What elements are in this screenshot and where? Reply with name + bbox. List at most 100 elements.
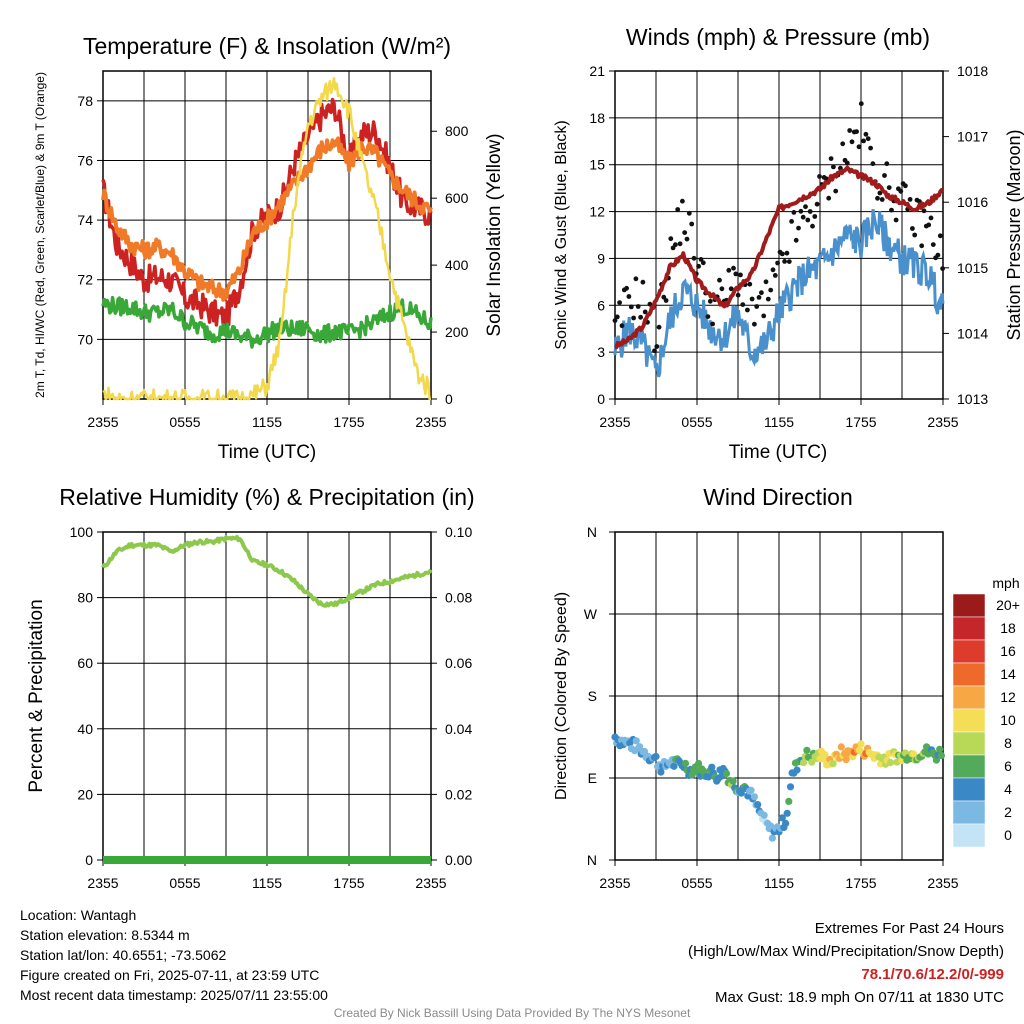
gust-point (638, 314, 643, 320)
winds-plot-area: 2355 0555 1155 1755 2355 0 3 6 9 12 15 18 21 1013 1014… (589, 63, 988, 430)
precipitation-y2-tick-label: 0.06 (445, 655, 472, 671)
winds-x-tick-label: 1755 (845, 414, 876, 430)
winds-y-label: Sonic Wind & Gust (Blue, Black) (553, 120, 570, 349)
gust-point (833, 188, 839, 194)
gust-point (768, 287, 774, 293)
gust-point (831, 164, 836, 170)
gust-point (937, 233, 943, 239)
wind-direction-point (729, 777, 737, 785)
wind-direction-point (695, 759, 703, 768)
extremes-values: 78.1/70.6/12.2/0/-999 (861, 966, 1004, 983)
winds-y-tick-label: 12 (589, 204, 605, 220)
gust-point (728, 286, 734, 292)
gust-point (614, 314, 620, 320)
gust-point (738, 272, 743, 278)
winds-panel-title: Winds (mph) & Pressure (mb) (626, 24, 930, 50)
gust-point (691, 255, 697, 261)
gust-point (928, 215, 934, 221)
gust-point (752, 321, 757, 327)
wind-direction-y-tick-label: E (588, 770, 597, 786)
wind-direction-point (657, 768, 665, 776)
gust-point (749, 296, 755, 302)
wind-direction-point (909, 750, 918, 758)
winds-x-tick-label: 0555 (681, 414, 712, 430)
temperature-panel: Temperature (F) & Insolation (W/m²) 2355… (33, 33, 505, 463)
gust-point (628, 304, 634, 310)
temperature-y-tick-label: 76 (77, 152, 93, 168)
gust-point (663, 298, 669, 303)
winds-panel: Winds (mph) & Pressure (mb) 2355 0555 1155… (553, 24, 1024, 463)
wind-direction-point (842, 756, 850, 764)
gust-point (791, 210, 797, 215)
insolation-y2-tick-label: 200 (445, 324, 469, 340)
gust-point (868, 145, 873, 151)
wind-direction-panel-title: Wind Direction (703, 484, 853, 510)
gust-point (789, 219, 794, 224)
temperature-series-line-1 (101, 136, 433, 302)
gust-point (817, 174, 822, 179)
wind-direction-point (857, 740, 865, 748)
gust-point (719, 286, 725, 292)
wind-direction-point (768, 834, 777, 842)
gust-point (796, 225, 801, 231)
gust-point (668, 236, 674, 242)
temperature-plot-area: 2355 0555 1155 1755 2355 70 72 74 76 78 0 200 400 600… (77, 70, 469, 430)
temperature-x-tick-label: 2355 (415, 414, 446, 430)
gust-point (865, 136, 871, 142)
gust-point (740, 302, 746, 307)
speed-legend-swatch (952, 777, 986, 802)
gust-point (858, 101, 864, 107)
speed-legend-label: 20+ (996, 597, 1020, 613)
gust-point (921, 208, 927, 214)
gust-point (770, 267, 776, 273)
gust-point (617, 300, 622, 305)
pressure-y2-tick-label: 1017 (957, 129, 988, 145)
speed-legend-label: 18 (1000, 620, 1016, 636)
temperature-x-tick-label: 1155 (252, 414, 282, 430)
gust-point (700, 260, 706, 266)
gust-point (705, 314, 711, 319)
wind-direction-point (782, 819, 790, 828)
wind-direction-point (750, 793, 759, 801)
location-text: Location: Wantagh (20, 907, 137, 923)
gust-point (784, 250, 790, 256)
gust-point (745, 307, 750, 313)
gust-point (847, 128, 853, 133)
humidity-x-tick-label: 2355 (415, 875, 446, 891)
winds-y-tick-label: 0 (597, 391, 605, 407)
precipitation-y2-tick-label: 0.02 (445, 786, 472, 802)
wind-direction-point (785, 797, 793, 806)
extremes-heading: Extremes For Past 24 Hours (814, 920, 1004, 937)
wind-direction-point (808, 758, 816, 766)
winds-y-tick-label: 3 (597, 344, 605, 360)
precipitation-y2-tick-label: 0.10 (445, 524, 472, 540)
temperature-x-tick-label: 2355 (87, 414, 118, 430)
gust-point (844, 160, 850, 166)
gust-point (930, 242, 936, 248)
gust-point (696, 263, 701, 269)
precipitation-y2-tick-label: 0.04 (445, 721, 472, 737)
humidity-y-tick-label: 100 (70, 524, 94, 540)
gust-point (910, 226, 915, 231)
humidity-x-tick-label: 0555 (169, 875, 200, 891)
humidity-panel: Relative Humidity (%) & Precipitation (i… (26, 484, 475, 891)
gust-point (863, 131, 869, 137)
speed-legend-label: 12 (1000, 689, 1016, 705)
gust-point (856, 144, 862, 150)
gust-point (877, 190, 883, 196)
humidity-x-tick-label: 2355 (87, 875, 118, 891)
gust-point (684, 236, 690, 242)
humidity-y-tick-label: 60 (77, 655, 93, 671)
humidity-panel-title: Relative Humidity (%) & Precipitation (i… (59, 484, 474, 510)
gust-point (840, 141, 846, 147)
winds-y-tick-label: 15 (589, 157, 605, 173)
wind-direction-y-tick-label: W (584, 606, 598, 622)
temperature-x-tick-label: 0555 (169, 414, 200, 430)
humidity-line (101, 534, 433, 608)
pressure-y2-tick-label: 1013 (957, 391, 988, 407)
wind-direction-x-tick-label: 0555 (681, 875, 712, 891)
gust-point (640, 279, 646, 285)
extremes-subheading: (High/Low/Max Wind/Precipitation/Snow De… (688, 943, 1004, 960)
gust-point (707, 298, 713, 304)
speed-legend: 20+ 18 16 14 12 10 8 6 4 2 0 (952, 593, 1020, 848)
